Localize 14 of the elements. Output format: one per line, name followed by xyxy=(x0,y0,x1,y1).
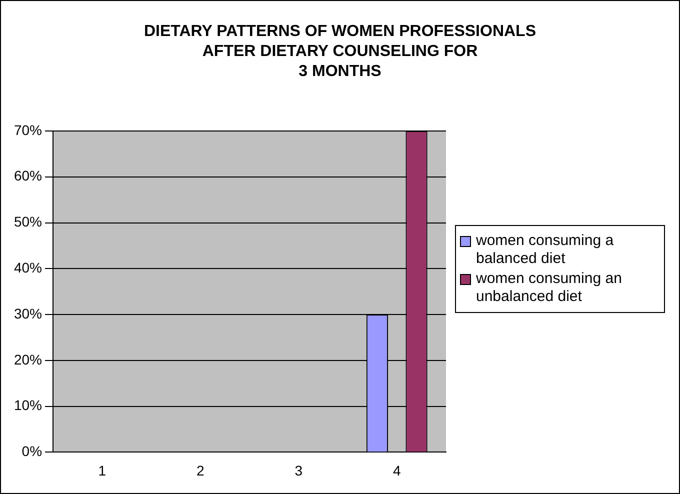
y-tick-label: 30% xyxy=(14,305,42,322)
x-tick-label: 3 xyxy=(294,462,303,478)
y-tick-label: 50% xyxy=(14,214,42,230)
y-tick-label: 20% xyxy=(14,351,42,368)
y-tick-label: 60% xyxy=(14,168,42,184)
y-tick-label: 0% xyxy=(22,443,42,460)
legend-label: women consuming an unbalanced diet xyxy=(476,270,623,306)
y-tick-label: 70% xyxy=(14,122,42,138)
x-tick-label: 2 xyxy=(196,462,204,478)
y-tick-label: 10% xyxy=(14,397,42,414)
y-tick-label: 40% xyxy=(14,260,42,276)
chart-title: DIETARY PATTERNS OF WOMEN PROFESSIONALS AFTER DIETARY COUNSELING FOR 3 MONTHS xyxy=(142,22,537,82)
x-tick-label: 4 xyxy=(392,462,401,478)
x-tick-label: 1 xyxy=(98,462,106,478)
